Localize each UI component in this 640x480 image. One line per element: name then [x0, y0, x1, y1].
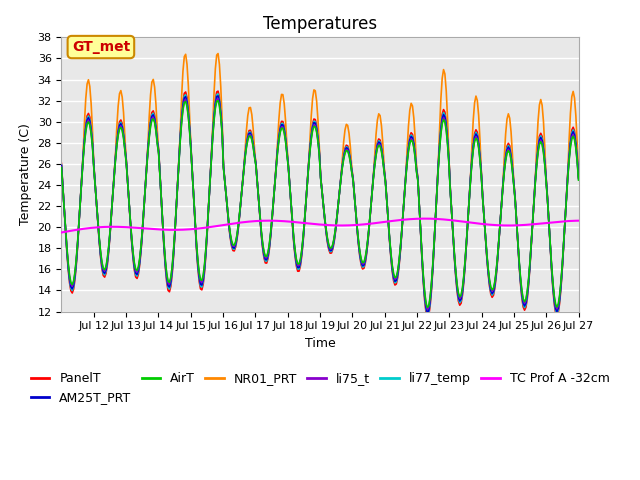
TC Prof A -32cm — [324, 222, 332, 228]
Line: AirT: AirT — [61, 101, 579, 308]
Y-axis label: Temperature (C): Temperature (C) — [19, 123, 32, 226]
Line: li77_temp: li77_temp — [61, 94, 579, 314]
PanelT — [429, 268, 436, 274]
TC Prof A -32cm — [572, 218, 580, 224]
AM25T_PRT — [325, 244, 333, 250]
PanelT — [506, 143, 513, 149]
li77_temp — [75, 220, 83, 226]
li77_temp — [506, 145, 513, 151]
AirT — [575, 177, 582, 183]
AirT — [424, 305, 431, 311]
AM25T_PRT — [214, 93, 222, 99]
Line: li75_t: li75_t — [61, 99, 579, 310]
li77_temp — [325, 245, 333, 251]
li75_t — [214, 96, 222, 102]
li77_temp — [214, 91, 222, 97]
PanelT — [58, 160, 65, 166]
TC Prof A -32cm — [428, 216, 435, 222]
li75_t — [573, 158, 581, 164]
Title: Temperatures: Temperatures — [263, 15, 377, 33]
li77_temp — [575, 174, 582, 180]
AirT — [506, 150, 513, 156]
NR01_PRT — [92, 182, 99, 188]
AM25T_PRT — [58, 163, 65, 168]
NR01_PRT — [573, 141, 581, 146]
NR01_PRT — [506, 115, 513, 121]
NR01_PRT — [429, 265, 436, 271]
PanelT — [573, 153, 581, 159]
li75_t — [575, 176, 582, 182]
NR01_PRT — [575, 175, 582, 181]
Line: AM25T_PRT: AM25T_PRT — [61, 96, 579, 312]
NR01_PRT — [325, 244, 333, 250]
AirT — [573, 159, 581, 165]
AM25T_PRT — [573, 156, 581, 162]
Line: PanelT: PanelT — [61, 91, 579, 318]
TC Prof A -32cm — [75, 227, 83, 232]
Line: NR01_PRT: NR01_PRT — [61, 54, 579, 312]
Legend: PanelT, AM25T_PRT, AirT, NR01_PRT, li75_t, li77_temp, TC Prof A -32cm: PanelT, AM25T_PRT, AirT, NR01_PRT, li75_… — [26, 367, 614, 409]
PanelT — [325, 247, 333, 252]
li77_temp — [573, 155, 581, 161]
AM25T_PRT — [92, 182, 99, 188]
NR01_PRT — [424, 310, 431, 315]
PanelT — [92, 181, 99, 187]
TC Prof A -32cm — [92, 225, 99, 230]
AirT — [429, 262, 436, 268]
TC Prof A -32cm — [58, 229, 65, 235]
PanelT — [214, 88, 222, 94]
AirT — [214, 98, 222, 104]
li77_temp — [424, 312, 431, 317]
li77_temp — [92, 181, 99, 187]
PanelT — [575, 173, 582, 179]
AirT — [92, 182, 99, 188]
TC Prof A -32cm — [504, 223, 512, 228]
NR01_PRT — [214, 51, 222, 57]
AM25T_PRT — [429, 265, 436, 271]
AirT — [75, 219, 83, 225]
PanelT — [75, 221, 83, 227]
AM25T_PRT — [424, 310, 431, 315]
li75_t — [429, 264, 436, 269]
NR01_PRT — [58, 163, 65, 168]
PanelT — [424, 315, 431, 321]
Line: TC Prof A -32cm: TC Prof A -32cm — [61, 218, 579, 232]
Text: GT_met: GT_met — [72, 40, 130, 54]
AM25T_PRT — [506, 146, 513, 152]
li75_t — [58, 164, 65, 169]
li75_t — [325, 243, 333, 249]
li75_t — [424, 307, 431, 312]
li75_t — [92, 182, 99, 188]
AirT — [58, 165, 65, 170]
TC Prof A -32cm — [421, 216, 429, 221]
li77_temp — [429, 266, 436, 272]
AM25T_PRT — [575, 175, 582, 181]
li75_t — [506, 149, 513, 155]
li77_temp — [58, 162, 65, 168]
X-axis label: Time: Time — [305, 337, 335, 350]
NR01_PRT — [75, 220, 83, 226]
AirT — [325, 242, 333, 248]
AM25T_PRT — [75, 220, 83, 226]
TC Prof A -32cm — [575, 218, 582, 224]
li75_t — [75, 219, 83, 225]
